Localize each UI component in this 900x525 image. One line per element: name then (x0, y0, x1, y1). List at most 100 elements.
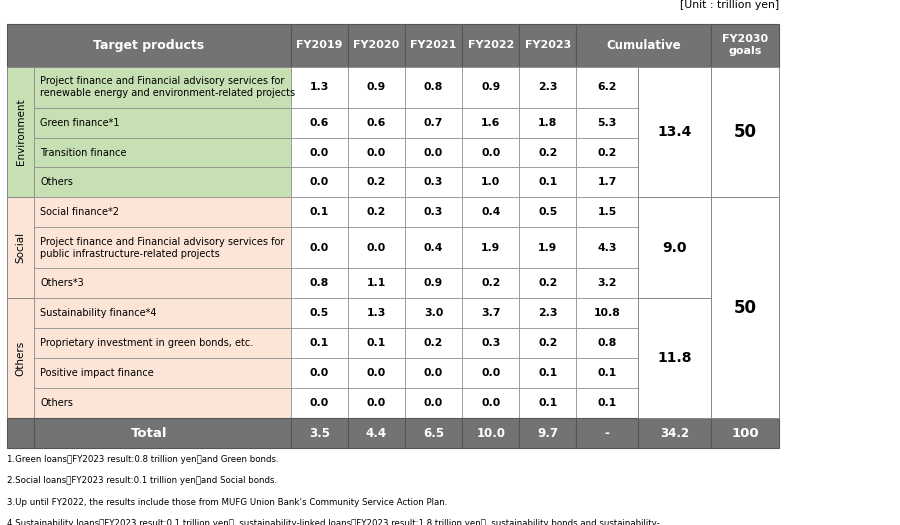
Bar (347, 108, 405, 138)
Bar (576, 358, 637, 388)
Text: 2.3: 2.3 (538, 308, 558, 318)
Text: 0.0: 0.0 (482, 148, 500, 158)
Text: 0.1: 0.1 (538, 398, 557, 408)
Bar (519, 108, 576, 138)
Text: 0.9: 0.9 (424, 278, 443, 288)
Text: 0.4: 0.4 (424, 243, 444, 253)
Text: 9.7: 9.7 (537, 427, 558, 439)
Text: 0.9: 0.9 (367, 82, 386, 92)
Text: Project finance and Financial advisory services for
renewable energy and environ: Project finance and Financial advisory s… (40, 76, 295, 98)
Text: 0.1: 0.1 (538, 177, 557, 187)
Text: 10.8: 10.8 (594, 308, 620, 318)
Text: 10.0: 10.0 (476, 427, 505, 439)
Text: [Unit : trillion yen]: [Unit : trillion yen] (680, 1, 778, 10)
Text: FY2030
goals: FY2030 goals (722, 34, 769, 56)
Text: 1.3: 1.3 (310, 82, 329, 92)
Bar (519, 227, 576, 268)
Bar (34, 358, 291, 388)
Text: 0.6: 0.6 (366, 118, 386, 128)
Bar (576, 298, 637, 328)
Bar (519, 358, 576, 388)
Bar (463, 418, 519, 448)
Text: 0.1: 0.1 (598, 368, 616, 378)
Bar (347, 227, 405, 268)
Text: 6.5: 6.5 (423, 427, 444, 439)
Text: 1.6: 1.6 (481, 118, 500, 128)
Bar (576, 167, 637, 197)
Text: 2.Social loans（FY2023 result:0.1 trillion yen）and Social bonds.: 2.Social loans（FY2023 result:0.1 trillio… (7, 476, 277, 485)
Text: 0.2: 0.2 (598, 148, 616, 158)
Text: Green finance*1: Green finance*1 (40, 118, 120, 128)
Text: 0.0: 0.0 (424, 148, 443, 158)
Bar (34, 167, 291, 197)
Bar (519, 388, 576, 418)
Bar (405, 358, 463, 388)
Text: 0.1: 0.1 (310, 338, 328, 348)
Text: Others: Others (40, 398, 74, 408)
Text: FY2021: FY2021 (410, 40, 457, 50)
Text: FY2019: FY2019 (296, 40, 343, 50)
Bar (347, 268, 405, 298)
Bar (576, 197, 637, 227)
Bar (7, 197, 34, 298)
Bar (405, 167, 463, 197)
Bar (347, 298, 405, 328)
Bar (34, 108, 291, 138)
Text: 0.0: 0.0 (310, 148, 328, 158)
Bar (576, 268, 637, 298)
Bar (463, 298, 519, 328)
Bar (463, 388, 519, 418)
Text: 0.2: 0.2 (538, 338, 558, 348)
Text: 0.0: 0.0 (310, 243, 328, 253)
Bar (711, 197, 778, 418)
Text: 34.2: 34.2 (660, 427, 689, 439)
Text: 2.3: 2.3 (538, 82, 558, 92)
Text: 13.4: 13.4 (657, 125, 692, 139)
Text: 0.3: 0.3 (424, 177, 444, 187)
Bar (34, 418, 291, 448)
Bar (711, 67, 778, 197)
Bar (34, 227, 291, 268)
Text: 0.0: 0.0 (367, 368, 386, 378)
Bar (519, 67, 576, 108)
Text: 5.3: 5.3 (598, 118, 616, 128)
Bar (405, 388, 463, 418)
Text: 0.0: 0.0 (482, 398, 500, 408)
Text: 0.7: 0.7 (424, 118, 444, 128)
Text: 1.Green loans（FY2023 result:0.8 trillion yen）and Green bonds.: 1.Green loans（FY2023 result:0.8 trillion… (7, 455, 279, 464)
Text: 0.0: 0.0 (367, 148, 386, 158)
Text: 1.9: 1.9 (538, 243, 557, 253)
Text: Others: Others (15, 340, 26, 376)
Text: Target products: Target products (94, 39, 204, 51)
Bar (637, 197, 711, 298)
Text: Project finance and Financial advisory services for
public infrastructure-relate: Project finance and Financial advisory s… (40, 237, 285, 259)
Text: 0.3: 0.3 (424, 207, 444, 217)
Bar (34, 298, 291, 328)
Bar (405, 268, 463, 298)
Text: 0.2: 0.2 (481, 278, 500, 288)
Text: 50: 50 (734, 299, 757, 317)
Bar (711, 24, 778, 67)
Text: 1.1: 1.1 (367, 278, 386, 288)
Bar (34, 67, 291, 108)
Text: 0.1: 0.1 (598, 398, 616, 408)
Text: 4.3: 4.3 (598, 243, 616, 253)
Bar (291, 418, 347, 448)
Text: 0.0: 0.0 (310, 368, 328, 378)
Bar (519, 138, 576, 167)
Bar (405, 67, 463, 108)
Text: 0.9: 0.9 (482, 82, 500, 92)
Text: Others*3: Others*3 (40, 278, 85, 288)
Bar (291, 24, 347, 67)
Text: 50: 50 (734, 123, 757, 141)
Bar (291, 358, 347, 388)
Bar (463, 67, 519, 108)
Bar (405, 138, 463, 167)
Bar (576, 388, 637, 418)
Text: 0.3: 0.3 (481, 338, 500, 348)
Bar (463, 227, 519, 268)
Bar (347, 328, 405, 358)
Text: FY2022: FY2022 (467, 40, 514, 50)
Bar (576, 67, 637, 108)
Text: Others: Others (40, 177, 74, 187)
